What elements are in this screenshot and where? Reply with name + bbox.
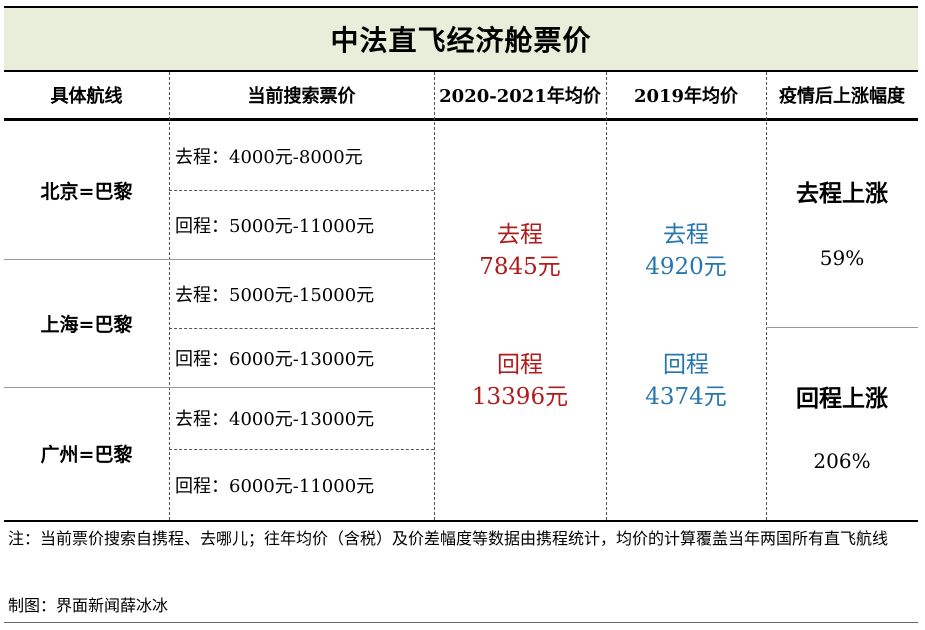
header-avg-2020-2021: 2020-2021年均价 xyxy=(439,86,601,107)
increase-outbound-value: 59% xyxy=(819,246,865,270)
row-divider xyxy=(4,259,434,260)
increase-outbound-label: 去程上涨 xyxy=(796,180,888,207)
row-divider xyxy=(766,327,918,328)
price-shanghai-outbound: 去程：5000元-15000元 xyxy=(175,284,375,306)
credit-line: 制图：界面新闻薛冰冰 xyxy=(8,596,169,615)
avg-2019-return-value: 4374元 xyxy=(645,384,727,410)
row-divider xyxy=(4,387,434,388)
price-beijing-return: 回程：5000元-11000元 xyxy=(175,215,375,237)
avg-2019-return-label: 回程 xyxy=(663,352,709,378)
avg-2020-return: 回程 13396元 xyxy=(434,346,606,416)
price-shanghai-return: 回程：6000元-13000元 xyxy=(175,348,375,370)
row-divider xyxy=(169,449,434,450)
route-beijing: 北京=巴黎 xyxy=(40,180,133,203)
avg-2020-outbound-label: 去程 xyxy=(497,222,543,248)
column-divider xyxy=(434,72,436,520)
avg-2020-return-value: 13396元 xyxy=(471,384,569,410)
header-divider xyxy=(4,118,918,121)
header-route: 具体航线 xyxy=(50,86,123,107)
column-divider xyxy=(606,72,608,520)
avg-2020-outbound-value: 7845元 xyxy=(479,254,561,280)
avg-2019-outbound-label: 去程 xyxy=(663,222,709,248)
avg-2019-outbound-value: 4920元 xyxy=(645,254,727,280)
header-current-price: 当前搜索票价 xyxy=(247,86,356,107)
avg-2020-outbound: 去程 7845元 xyxy=(434,216,606,286)
avg-2020-return-label: 回程 xyxy=(497,352,543,378)
header-increase: 疫情后上涨幅度 xyxy=(779,86,905,107)
source-note: 注：当前票价搜索自携程、去哪儿；往年均价（含税）及价差幅度等数据由携程统计，均价… xyxy=(8,529,889,548)
price-guangzhou-outbound: 去程：4000元-13000元 xyxy=(175,409,375,430)
route-shanghai: 上海=巴黎 xyxy=(40,313,133,336)
price-guangzhou-return: 回程：6000元-11000元 xyxy=(175,475,375,497)
route-guangzhou: 广州=巴黎 xyxy=(40,444,133,466)
avg-2019-return: 回程 4374元 xyxy=(606,346,766,416)
increase-return-value: 206% xyxy=(813,449,871,473)
column-divider xyxy=(169,72,171,520)
table-bottom-border xyxy=(4,520,918,522)
column-divider xyxy=(766,72,768,520)
avg-2019-outbound: 去程 4920元 xyxy=(606,216,766,286)
row-divider xyxy=(169,328,434,329)
price-beijing-outbound: 去程：4000元-8000元 xyxy=(175,146,363,168)
table-title: 中法直飞经济舱票价 xyxy=(4,6,918,72)
increase-return-label: 回程上涨 xyxy=(796,385,888,412)
footer-divider xyxy=(4,622,918,623)
header-avg-2019: 2019年均价 xyxy=(633,86,739,107)
fare-table: 中法直飞经济舱票价 具体航线 当前搜索票价 2020-2021年均价 2019年… xyxy=(4,6,918,624)
row-divider xyxy=(169,190,434,191)
